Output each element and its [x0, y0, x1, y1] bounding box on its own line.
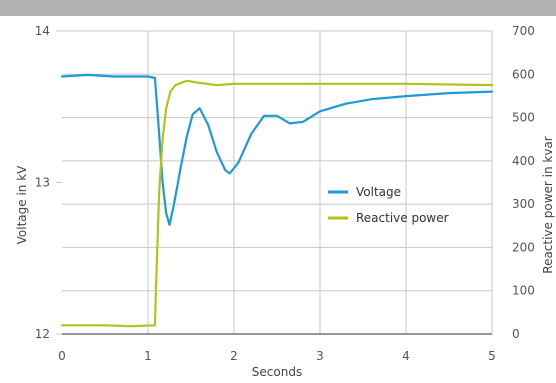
legend-label-voltage: Voltage	[356, 185, 401, 199]
y-right-tick-label: 200	[512, 240, 535, 254]
y-right-tick-label: 500	[512, 111, 535, 125]
x-tick-label: 4	[402, 349, 410, 363]
y-right-tick-label: 100	[512, 284, 535, 298]
y-left-tick-label: 13	[35, 176, 50, 190]
y-right-tick-labels: 0 100 200 300 400 500 600 700	[512, 24, 535, 341]
x-tick-label: 5	[488, 349, 496, 363]
y-right-tick-label: 400	[512, 154, 535, 168]
x-tick-label: 3	[316, 349, 324, 363]
y-left-tick-label: 12	[35, 327, 50, 341]
y-left-axis-label: Voltage in kV	[15, 165, 29, 245]
y-right-tick-label: 600	[512, 67, 535, 81]
y-left-tick-label: 14	[35, 24, 50, 38]
legend-label-reactive-power: Reactive power	[356, 211, 449, 225]
series-lines	[60, 73, 494, 328]
x-tick-label: 1	[144, 349, 152, 363]
x-tick-label: 2	[230, 349, 238, 363]
grid	[56, 30, 493, 335]
y-right-tick-label: 300	[512, 197, 535, 211]
legend: Voltage Reactive power	[328, 185, 449, 225]
x-axis-label: Seconds	[252, 365, 302, 379]
series-line-reactive-power	[60, 79, 494, 328]
y-left-tick-labels: 12 13 14	[35, 24, 50, 341]
y-right-axis-label: Reactive power in kvar	[541, 136, 555, 274]
series-line-voltage	[60, 73, 494, 226]
x-tick-labels: 0 1 2 3 4 5	[58, 349, 496, 363]
y-right-tick-label: 700	[512, 24, 535, 38]
y-right-tick-label: 0	[512, 327, 520, 341]
x-tick-label: 0	[58, 349, 66, 363]
top-bar	[0, 0, 556, 16]
